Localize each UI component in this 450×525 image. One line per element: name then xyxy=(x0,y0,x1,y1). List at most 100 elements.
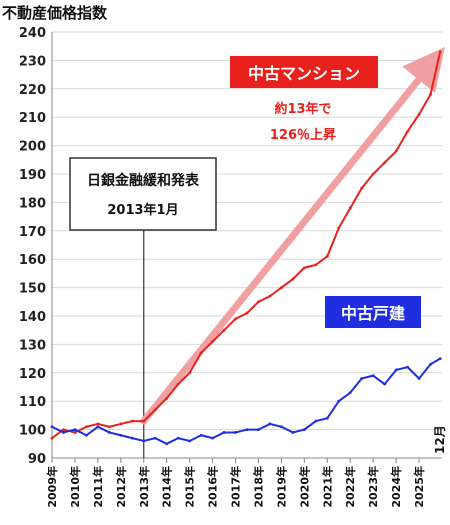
y-tick-label: 150 xyxy=(19,282,46,297)
y-tick-label: 120 xyxy=(19,367,46,382)
data-point xyxy=(130,436,134,440)
data-point xyxy=(62,428,65,431)
data-point xyxy=(188,371,192,375)
data-point xyxy=(429,362,432,366)
data-point xyxy=(337,226,341,230)
data-point xyxy=(153,436,157,440)
y-tick-label: 90 xyxy=(28,452,46,467)
x-tick-label: 2010年 xyxy=(68,466,82,508)
y-tick-label: 140 xyxy=(19,310,46,325)
x-tick-label: 2018年 xyxy=(251,466,265,508)
data-point xyxy=(438,357,442,360)
x-tick-label: 2024年 xyxy=(389,466,403,508)
data-point xyxy=(142,439,146,443)
y-tick-label: 190 xyxy=(19,168,46,183)
data-point xyxy=(417,112,421,116)
gridlines xyxy=(51,31,442,459)
data-point xyxy=(107,431,111,434)
mansion-label: 中古マンション xyxy=(248,64,360,83)
y-axis-label: 不動産価格指数 xyxy=(2,4,108,22)
data-point xyxy=(73,431,77,434)
data-point xyxy=(348,206,352,210)
data-point xyxy=(438,50,442,54)
y-tick-label: 230 xyxy=(19,54,46,69)
y-tick-label: 200 xyxy=(19,140,46,155)
event-title: 日銀金融緩和発表 xyxy=(87,172,200,189)
x-tick-label: 2025年 xyxy=(412,466,426,508)
house-label-box: 中古戸建 xyxy=(325,296,421,328)
data-point xyxy=(257,428,260,431)
trend-arrow xyxy=(140,46,445,425)
data-point xyxy=(360,377,364,380)
data-point xyxy=(85,433,88,437)
x-tick-label: 2011年 xyxy=(91,466,105,508)
x-tick-label: 2023年 xyxy=(366,466,380,508)
y-tick-label: 220 xyxy=(19,83,46,98)
data-point xyxy=(268,422,272,426)
x-tick-label: 2013年 xyxy=(137,466,151,508)
data-point xyxy=(119,422,123,426)
data-point xyxy=(406,130,409,133)
data-point xyxy=(199,433,203,437)
x-tick-label: 2014年 xyxy=(160,466,174,508)
data-point xyxy=(222,431,226,434)
data-point xyxy=(142,419,146,423)
data-point xyxy=(383,382,387,386)
data-point xyxy=(50,425,54,429)
x-tick-label: 2020年 xyxy=(297,466,311,508)
data-point xyxy=(394,368,398,372)
event-date: 2013年1月 xyxy=(107,202,178,218)
x-tick-label: 2019年 xyxy=(274,466,288,508)
data-point xyxy=(302,266,306,270)
x-tick-label: 2009年 xyxy=(45,466,59,508)
y-axis-tick-labels: 90 100 110 120 130 140 150 160 170 180 190 200 210 22… xyxy=(19,26,46,467)
data-point xyxy=(96,422,100,426)
series-layer xyxy=(50,50,442,446)
data-point xyxy=(211,340,214,343)
mansion-note-line-1: 約13年で xyxy=(274,101,331,117)
data-point xyxy=(176,436,180,440)
data-point xyxy=(234,431,237,434)
y-tick-label: 180 xyxy=(19,196,46,211)
data-point xyxy=(268,294,272,298)
data-point xyxy=(211,436,214,440)
mansion-label-box: 中古マンション xyxy=(230,56,378,88)
data-point xyxy=(234,317,237,321)
data-point xyxy=(119,433,123,437)
data-point xyxy=(394,149,398,153)
y-tick-label: 130 xyxy=(19,338,46,353)
data-point xyxy=(371,172,375,176)
data-point xyxy=(165,396,169,400)
x-tick-label: 2015年 xyxy=(183,466,197,508)
data-point xyxy=(222,328,226,332)
mansion-note-line-2: 126％上昇 xyxy=(270,128,336,143)
data-point xyxy=(325,416,329,420)
y-tick-label: 100 xyxy=(19,424,46,439)
series-line xyxy=(51,51,442,439)
x-tick-label: 2022年 xyxy=(343,466,357,508)
data-point xyxy=(314,419,318,423)
x-tick-label: 2012年 xyxy=(114,466,128,508)
data-point xyxy=(429,93,432,96)
data-point xyxy=(96,425,100,429)
x-axis-tick-labels: 2009年 2010年 2011年 2012年 2013年 2014年 2015年 2016年… xyxy=(45,458,426,508)
x-tick-label: 2016年 xyxy=(206,466,220,508)
x-tick-label: 2017年 xyxy=(229,466,243,508)
x-tick-label: 2021年 xyxy=(320,466,334,508)
data-point xyxy=(245,428,249,431)
data-point xyxy=(62,431,65,434)
data-point xyxy=(165,442,169,446)
series-house xyxy=(50,357,442,446)
data-point xyxy=(188,439,192,443)
data-point xyxy=(325,254,329,258)
data-point xyxy=(371,374,375,378)
data-point xyxy=(176,382,180,386)
data-point xyxy=(383,161,387,165)
data-point xyxy=(302,428,306,431)
data-point xyxy=(107,425,111,429)
data-point xyxy=(73,428,77,431)
house-label: 中古戸建 xyxy=(341,304,405,323)
series-mansion xyxy=(50,50,442,440)
data-point xyxy=(280,425,283,429)
